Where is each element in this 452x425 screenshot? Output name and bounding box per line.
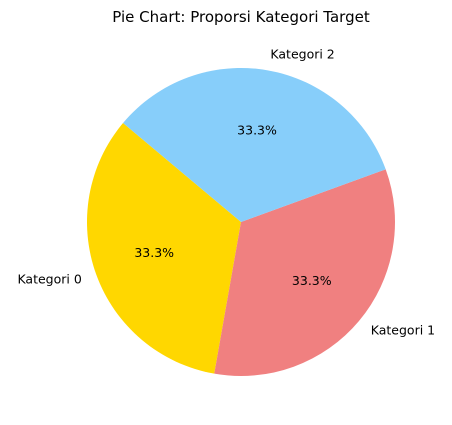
pie-slices xyxy=(87,68,396,376)
pie-pct-label-1: 33.3% xyxy=(292,273,332,288)
pie-slice-2 xyxy=(123,68,386,222)
pie-category-label-1: Kategori 1 xyxy=(371,322,435,337)
pie-pct-label-2: 33.3% xyxy=(237,123,277,138)
pie-slice-0 xyxy=(87,123,241,374)
pie-slice-1 xyxy=(214,169,396,376)
pie-category-label-2: Kategori 2 xyxy=(270,47,334,62)
chart-title: Pie Chart: Proporsi Kategori Target xyxy=(112,8,370,26)
pie-pct-label-0: 33.3% xyxy=(134,245,174,260)
pie-category-label-0: Kategori 0 xyxy=(17,271,81,286)
pie-labels: 33.3% Kategori 0 33.3% Kategori 1 33.3% Kateg… xyxy=(17,47,435,338)
